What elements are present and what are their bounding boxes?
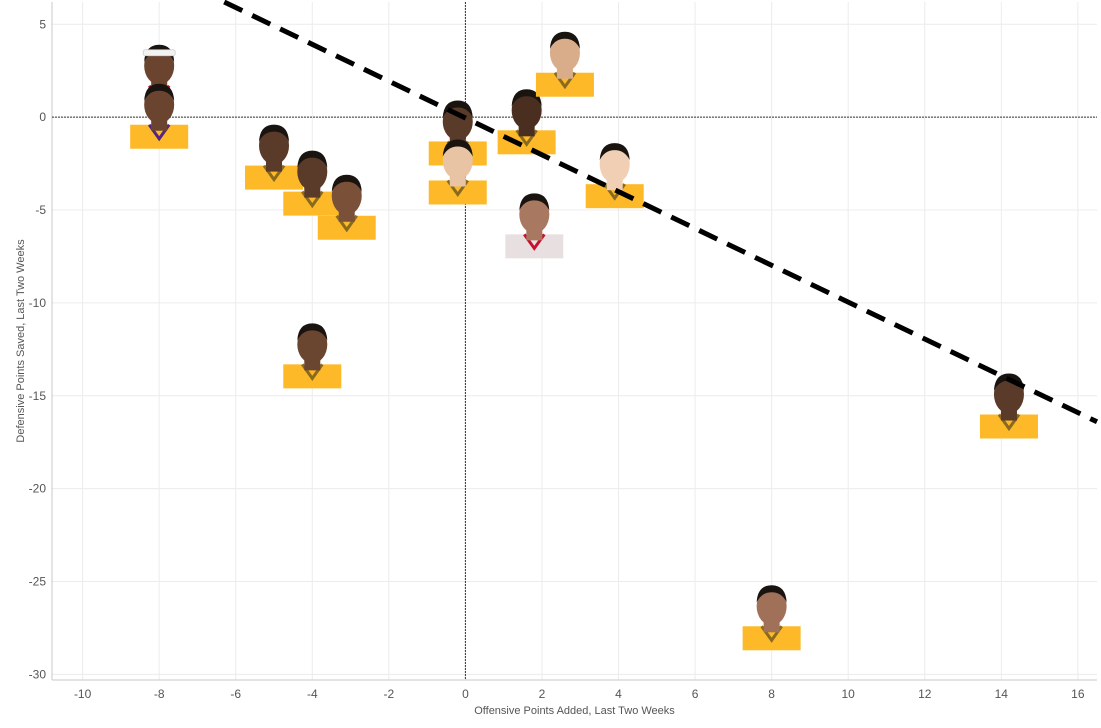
player-headshot [535, 31, 594, 97]
player-headshot [283, 323, 342, 389]
hair [442, 100, 473, 118]
face [144, 85, 175, 124]
y-tick-label: -10 [29, 296, 47, 310]
x-tick-label: -2 [384, 687, 395, 701]
x-tick-label: 14 [995, 687, 1009, 701]
y-tick-label: -15 [29, 389, 47, 403]
face [297, 325, 328, 364]
face [756, 587, 787, 626]
y-tick-label: -20 [29, 482, 47, 496]
face [331, 176, 362, 215]
face [144, 46, 175, 85]
x-tick-label: -4 [307, 687, 318, 701]
player-headshot [317, 174, 376, 240]
x-tick-label: 2 [539, 687, 546, 701]
face [549, 33, 580, 72]
x-tick-label: -10 [74, 687, 92, 701]
x-tick-label: 10 [842, 687, 856, 701]
y-tick-labels: 5 0 -5 -10 -15 -20 -25 -30 [29, 17, 47, 681]
player-headshot [497, 89, 556, 155]
trendline [223, 0, 1099, 425]
player-headshot [742, 585, 801, 651]
x-tick-label: 0 [462, 687, 469, 701]
x-tick-label: -6 [230, 687, 241, 701]
player-headshot [505, 193, 564, 259]
hair [756, 585, 787, 603]
hair [549, 31, 580, 49]
player-headshot [428, 139, 487, 205]
hair [144, 44, 175, 62]
x-tick-label: 6 [692, 687, 699, 701]
y-tick-label: -25 [29, 575, 47, 589]
neck [151, 118, 168, 131]
hair [599, 143, 630, 161]
x-tick-labels: -10 -8 -6 -4 -2 0 2 4 6 8 10 12 14 16 [74, 687, 1085, 701]
y-tick-label: 5 [39, 17, 46, 31]
y-tick-label: -5 [35, 203, 46, 217]
hair [297, 150, 328, 168]
y-tick-label: 0 [39, 110, 46, 124]
face [511, 91, 542, 130]
player-headshot [283, 150, 342, 216]
x-tick-label: 8 [768, 687, 775, 701]
player-headshot [979, 373, 1038, 439]
hair [259, 124, 290, 142]
hair [442, 139, 473, 157]
face [599, 145, 630, 184]
player-headshot [245, 124, 304, 190]
player-headshot [130, 83, 189, 149]
hair [331, 174, 362, 192]
y-axis-title: Defensive Points Saved, Last Two Weeks [15, 239, 27, 443]
hair [511, 89, 542, 107]
x-tick-label: -8 [154, 687, 165, 701]
headband [142, 49, 176, 57]
gridlines [52, 2, 1097, 680]
hair [297, 323, 328, 341]
face [259, 126, 290, 165]
x-tick-label: 12 [918, 687, 932, 701]
player-headshot [585, 143, 644, 209]
hair [519, 193, 550, 211]
player-markers [130, 31, 1038, 651]
x-tick-label: 4 [615, 687, 622, 701]
face [519, 195, 550, 234]
hair [993, 373, 1024, 391]
hair [144, 83, 175, 101]
axes [51, 2, 1097, 681]
face [297, 152, 328, 191]
x-axis-title: Offensive Points Added, Last Two Weeks [474, 705, 675, 717]
x-tick-label: 16 [1071, 687, 1085, 701]
face [442, 141, 473, 180]
y-tick-label: -30 [29, 667, 47, 681]
